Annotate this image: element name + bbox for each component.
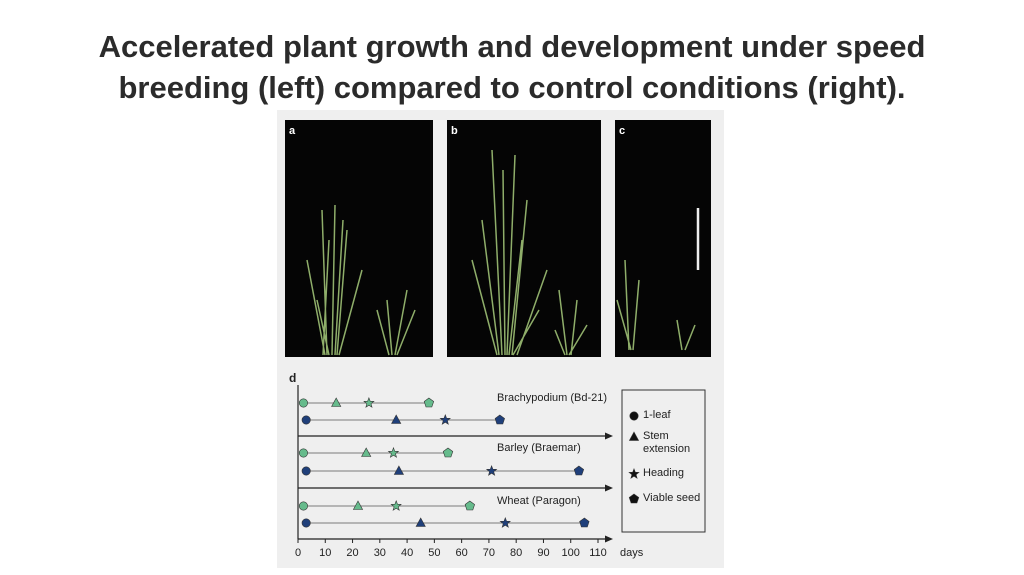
- stage-marker: [298, 398, 308, 408]
- slide-title: Accelerated plant growth and development…: [98, 29, 926, 105]
- stage-marker: [331, 397, 342, 407]
- x-tick-label: 70: [483, 547, 495, 559]
- panel-label: b: [451, 125, 458, 137]
- figure-graphic: a b c d Brachypodium (Bd-21) Barley (Brae…: [285, 120, 711, 559]
- group-label: Barley (Braemar): [497, 442, 581, 454]
- x-tick-label: 80: [510, 547, 522, 559]
- group-label: Brachypodium (Bd-21): [497, 392, 607, 404]
- x-tick-label: 10: [319, 547, 331, 559]
- x-tick-label: 90: [537, 547, 549, 559]
- stage-marker: [393, 465, 405, 475]
- stage-marker: [301, 415, 311, 425]
- stage-marker: [298, 448, 308, 458]
- panel-label: a: [289, 125, 296, 137]
- stage-marker: [442, 447, 454, 458]
- panel-label: c: [619, 125, 625, 137]
- x-tick-label: 0: [295, 547, 301, 559]
- photo-panel: [615, 120, 711, 357]
- stage-marker: [628, 431, 640, 441]
- stage-marker: [387, 446, 400, 458]
- panel-label: d: [289, 371, 296, 385]
- stage-marker: [499, 516, 511, 528]
- arrow-head: [605, 432, 613, 440]
- stage-marker: [485, 464, 498, 476]
- stage-marker: [579, 517, 590, 528]
- figure: a b c d Brachypodium (Bd-21) Barley (Brae…: [277, 110, 724, 568]
- stage-marker: [301, 466, 311, 476]
- legend-label: Viable seed: [643, 492, 701, 504]
- x-tick-label: 50: [428, 547, 440, 559]
- x-tick-label: 60: [456, 547, 468, 559]
- stage-marker: [361, 447, 372, 457]
- stage-marker: [439, 413, 451, 425]
- x-unit-label: days: [620, 547, 644, 559]
- stage-marker: [573, 465, 585, 476]
- legend-label: Heading: [643, 467, 684, 479]
- x-tick-label: 110: [589, 547, 607, 559]
- legend-box: [621, 389, 706, 533]
- stage-marker: [494, 414, 505, 425]
- x-tick-label: 30: [374, 547, 386, 559]
- stage-marker: [628, 467, 640, 479]
- stage-marker: [301, 518, 311, 528]
- x-tick-label: 40: [401, 547, 413, 559]
- arrow-head: [605, 535, 613, 543]
- x-tick-label: 100: [562, 547, 580, 559]
- x-tick-label: 20: [346, 547, 358, 559]
- legend-label: Stem extension: [643, 430, 691, 455]
- stage-marker: [628, 493, 640, 504]
- stage-marker: [390, 499, 402, 511]
- stage-marker: [352, 500, 364, 510]
- photo-panel: [285, 120, 433, 357]
- stage-marker: [391, 414, 402, 424]
- plant-drawing: [306, 149, 696, 356]
- legend-label: 1-leaf: [643, 409, 671, 421]
- group-label: Wheat (Paragon): [497, 495, 581, 507]
- stage-marker: [363, 396, 375, 408]
- stage-marker: [415, 517, 426, 527]
- stage-marker: [298, 501, 308, 511]
- stage-marker: [464, 500, 475, 511]
- arrow-head: [605, 484, 613, 492]
- stage-marker: [629, 411, 639, 421]
- stage-marker: [423, 397, 435, 408]
